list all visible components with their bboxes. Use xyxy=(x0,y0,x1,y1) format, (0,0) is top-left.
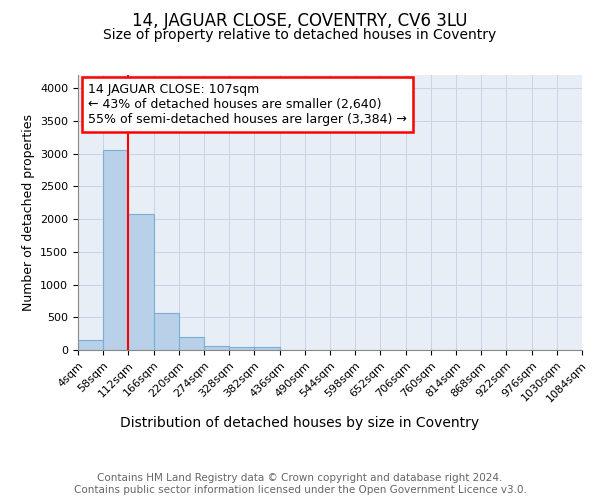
Text: Size of property relative to detached houses in Coventry: Size of property relative to detached ho… xyxy=(103,28,497,42)
Text: 14 JAGUAR CLOSE: 107sqm
← 43% of detached houses are smaller (2,640)
55% of semi: 14 JAGUAR CLOSE: 107sqm ← 43% of detache… xyxy=(88,83,407,126)
Bar xyxy=(154,314,179,350)
Bar xyxy=(78,340,103,350)
Text: Contains HM Land Registry data © Crown copyright and database right 2024.
Contai: Contains HM Land Registry data © Crown c… xyxy=(74,474,526,495)
Bar xyxy=(254,347,280,350)
Y-axis label: Number of detached properties: Number of detached properties xyxy=(22,114,35,311)
Bar xyxy=(229,347,254,350)
Bar xyxy=(103,150,128,350)
Bar xyxy=(179,336,204,350)
Bar xyxy=(128,214,154,350)
Text: Distribution of detached houses by size in Coventry: Distribution of detached houses by size … xyxy=(121,416,479,430)
Bar xyxy=(204,346,229,350)
Text: 14, JAGUAR CLOSE, COVENTRY, CV6 3LU: 14, JAGUAR CLOSE, COVENTRY, CV6 3LU xyxy=(132,12,468,30)
